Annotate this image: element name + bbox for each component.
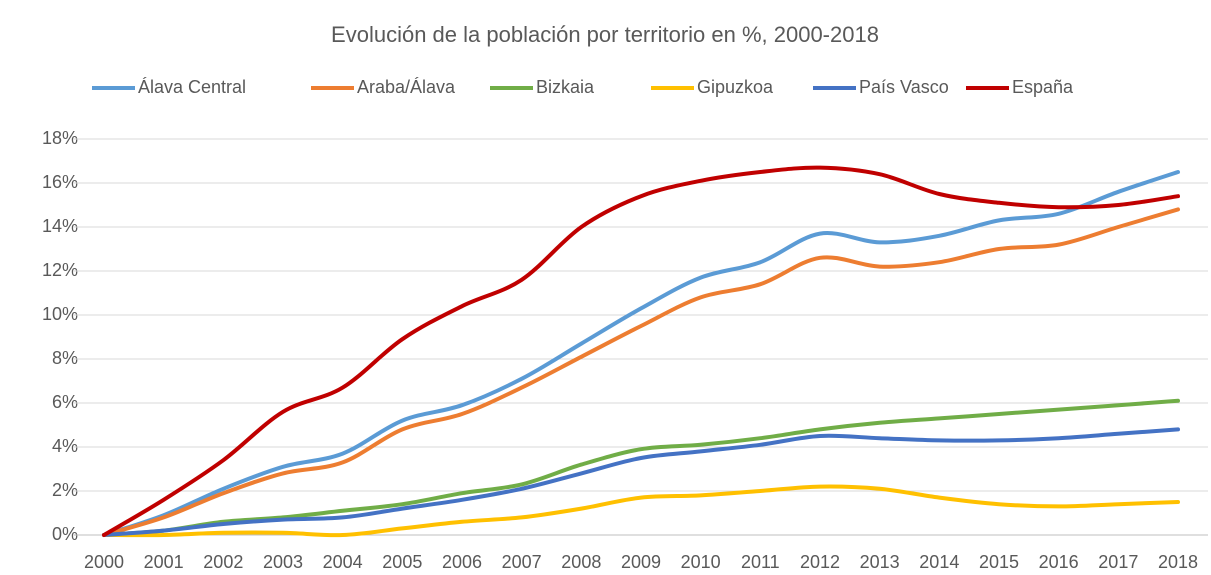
x-tick-label: 2001 [144, 552, 184, 572]
series-line [102, 207, 1180, 537]
y-tick-label: 14% [42, 216, 78, 236]
x-tick-label: 2003 [263, 552, 303, 572]
legend-label: País Vasco [859, 77, 949, 97]
y-tick-label: 12% [42, 260, 78, 280]
chart-title: Evolución de la población por territorio… [331, 22, 879, 47]
legend-label: Bizkaia [536, 77, 595, 97]
series-line [102, 165, 1180, 537]
x-tick-label: 2009 [621, 552, 661, 572]
x-tick-label: 2010 [681, 552, 721, 572]
x-tick-label: 2012 [800, 552, 840, 572]
y-tick-label: 2% [52, 480, 78, 500]
x-tick-label: 2015 [979, 552, 1019, 572]
series-line [102, 484, 1180, 538]
series-line [102, 398, 1180, 537]
y-tick-label: 16% [42, 172, 78, 192]
x-tick-label: 2006 [442, 552, 482, 572]
y-tick-label: 0% [52, 524, 78, 544]
x-tick-label: 2017 [1098, 552, 1138, 572]
y-tick-label: 4% [52, 436, 78, 456]
x-tick-label: 2013 [860, 552, 900, 572]
legend-label: Gipuzkoa [697, 77, 774, 97]
x-tick-label: 2000 [84, 552, 124, 572]
y-tick-label: 18% [42, 128, 78, 148]
x-tick-label: 2005 [382, 552, 422, 572]
x-tick-label: 2016 [1039, 552, 1079, 572]
legend-label: España [1012, 77, 1074, 97]
legend-label: Álava Central [138, 77, 246, 97]
y-tick-label: 10% [42, 304, 78, 324]
x-tick-label: 2014 [919, 552, 959, 572]
x-tick-label: 2002 [203, 552, 243, 572]
y-tick-label: 6% [52, 392, 78, 412]
series-line [102, 427, 1180, 537]
y-tick-label: 8% [52, 348, 78, 368]
x-tick-label: 2011 [741, 552, 780, 572]
x-tick-label: 2008 [561, 552, 601, 572]
x-tick-label: 2004 [323, 552, 363, 572]
series-line [102, 170, 1180, 537]
x-tick-label: 2007 [502, 552, 542, 572]
x-tick-label: 2018 [1158, 552, 1198, 572]
legend-label: Araba/Álava [357, 77, 456, 97]
